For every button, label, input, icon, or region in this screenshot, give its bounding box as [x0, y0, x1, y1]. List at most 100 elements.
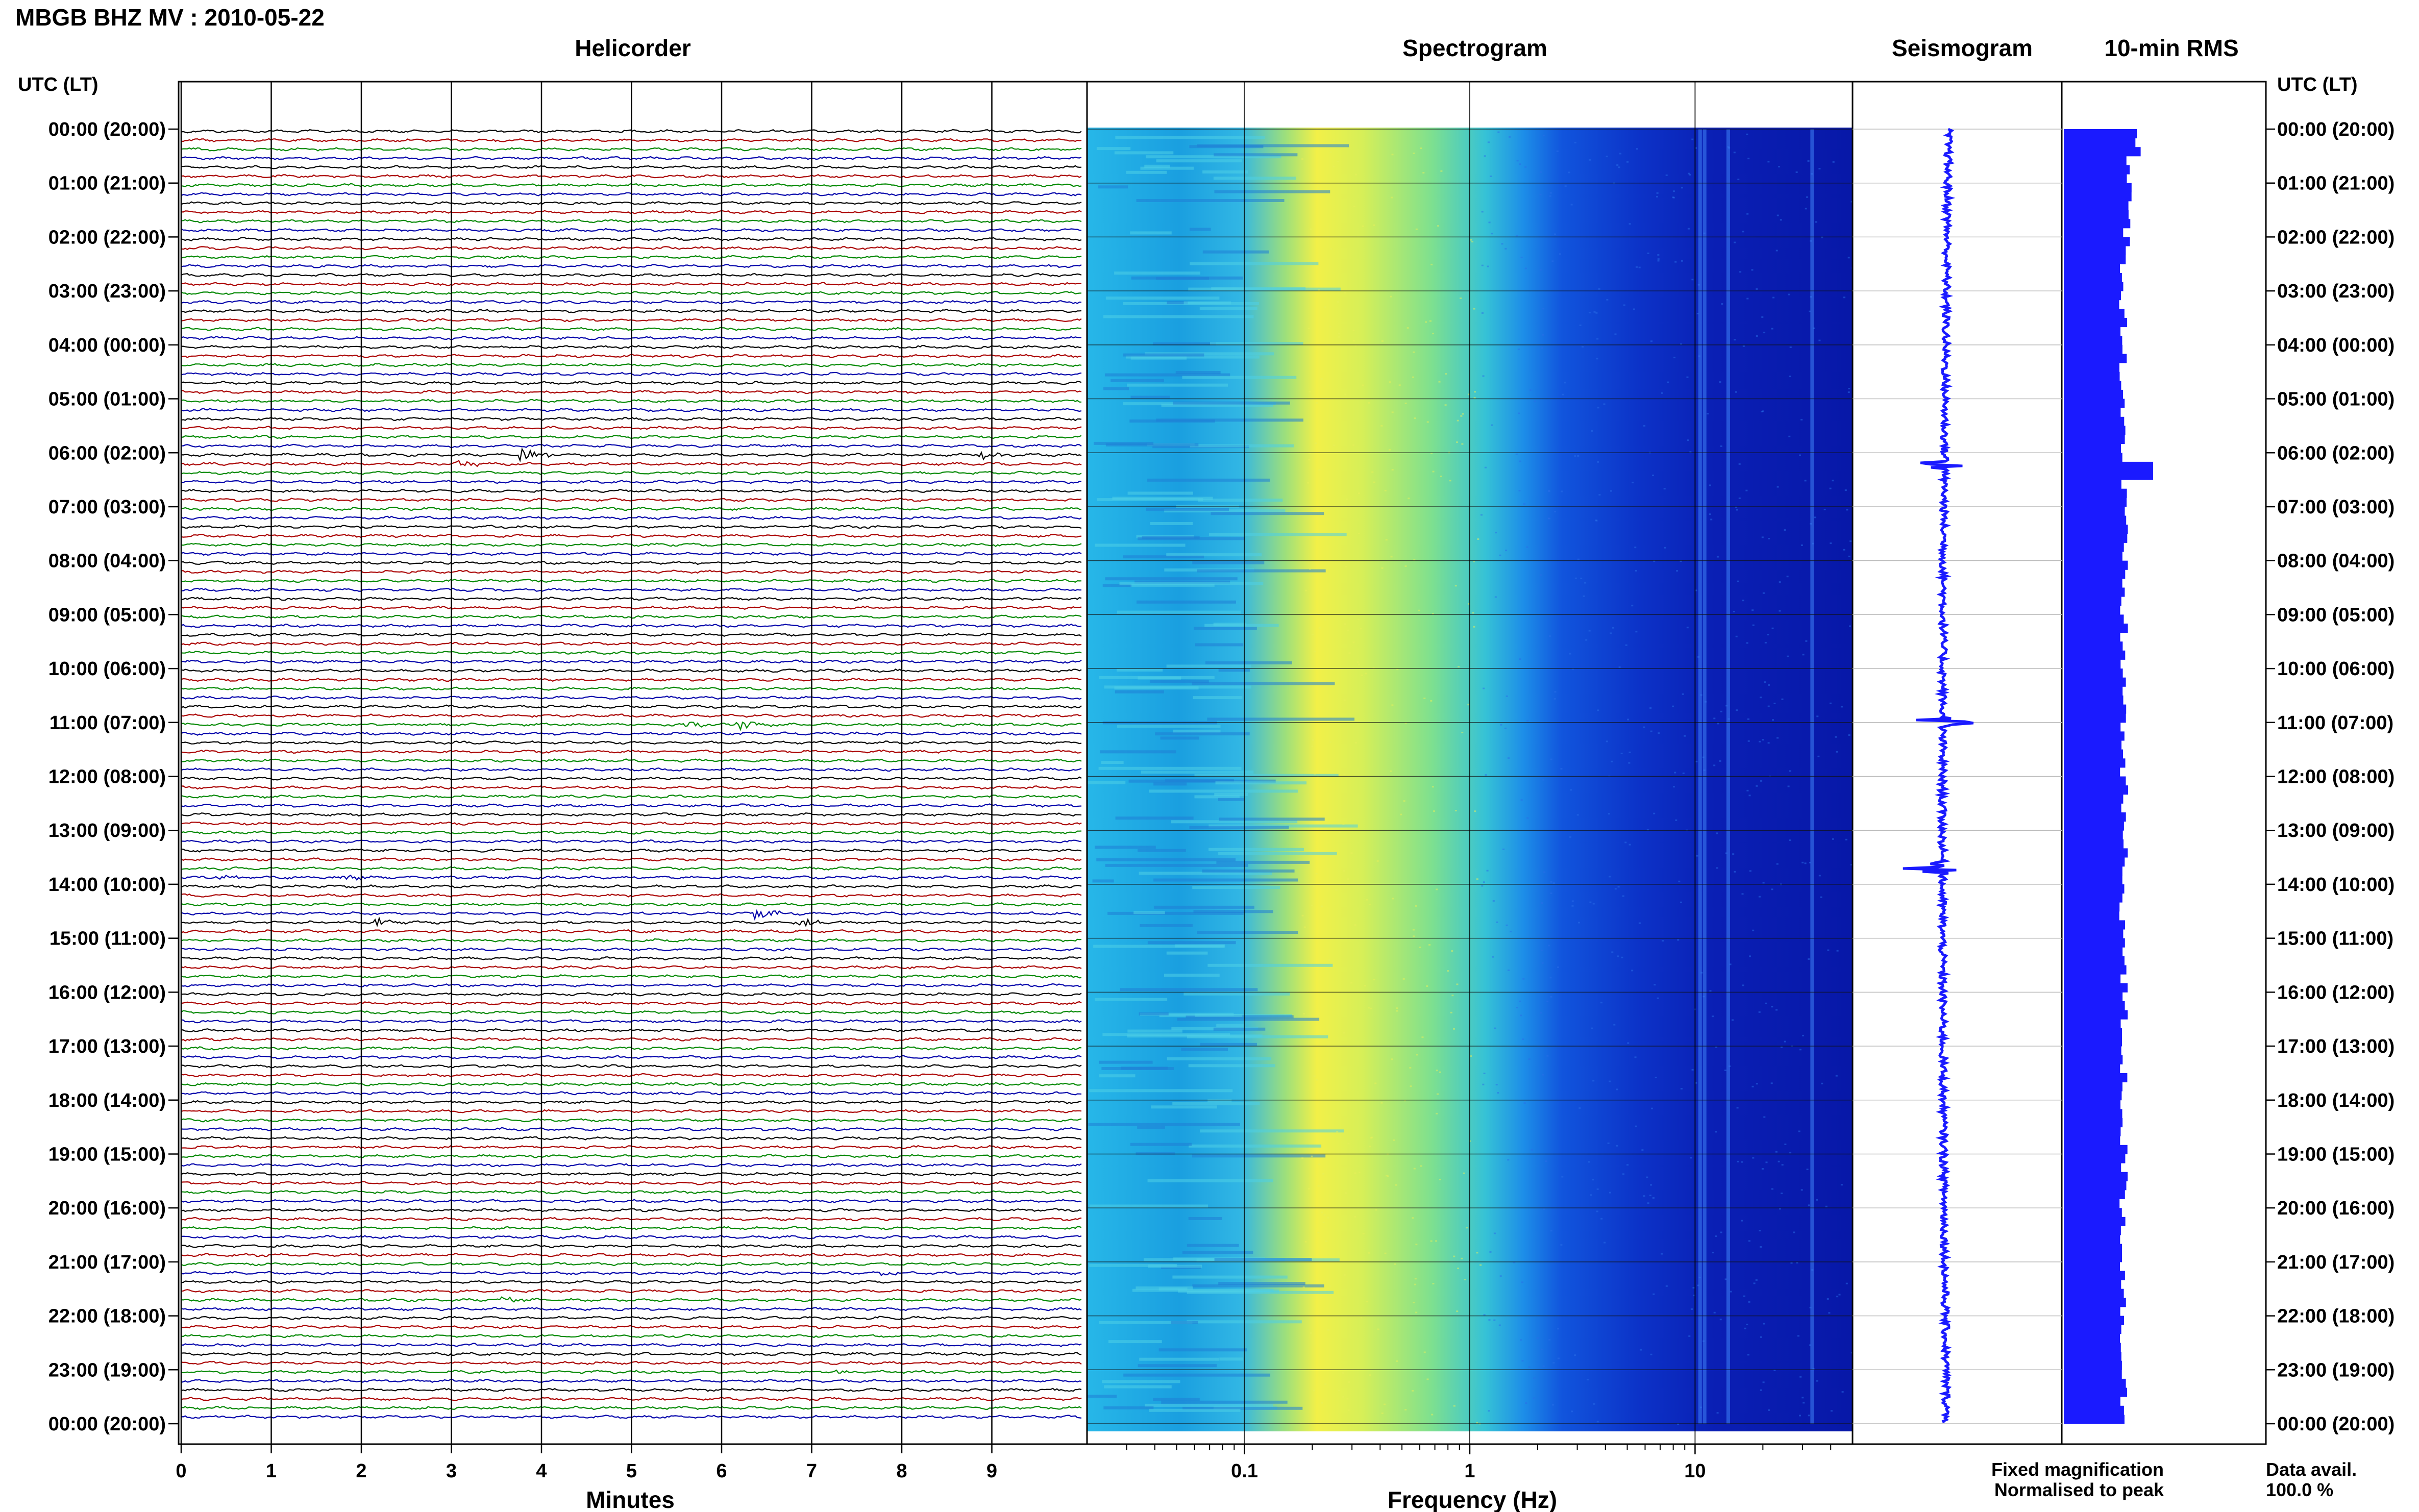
spectrogram-speckle — [1307, 1188, 1310, 1190]
spectrogram-speckle — [1778, 1160, 1780, 1162]
spectrogram-speckle — [1329, 741, 1332, 743]
spectrogram-speckle — [1431, 786, 1434, 788]
spectrogram-speckle — [1590, 1194, 1592, 1196]
spectrogram-cell — [1219, 1357, 1243, 1361]
spectrogram-speckle — [1570, 789, 1572, 791]
spectrogram-speckle — [1390, 770, 1392, 772]
spectrogram-speckle — [1549, 977, 1552, 979]
seismogram-title: Seismogram — [1892, 35, 2033, 61]
spectrogram-speckle — [1318, 469, 1321, 470]
spectrogram-speckle — [1301, 1157, 1304, 1159]
spectrogram-speckle — [1845, 1282, 1848, 1284]
spectrogram-speckle — [1690, 1308, 1693, 1310]
spectrogram-speckle — [1574, 577, 1577, 579]
spectrogram-cell — [1099, 1321, 1193, 1324]
spectrogram-cell — [1202, 869, 1295, 873]
spectrogram-cell — [1194, 795, 1240, 799]
spectrogram-speckle — [1596, 1210, 1598, 1212]
spectrogram-speckle — [1350, 852, 1353, 854]
spectrogram-speckle — [1732, 853, 1735, 855]
spectrogram-speckle — [1765, 1161, 1768, 1163]
spectrogram-speckle — [1317, 1231, 1320, 1233]
spectrogram-cell — [1167, 301, 1188, 305]
spectrogram-speckle — [1451, 995, 1454, 997]
spectrogram-speckle — [1758, 896, 1761, 898]
spectrogram-speckle — [1835, 736, 1837, 738]
spectrogram-speckle — [1546, 1055, 1549, 1057]
rms-bar — [2064, 1226, 2121, 1235]
rms-bar — [2064, 1199, 2120, 1208]
spectrogram-cell — [1146, 155, 1281, 159]
spectrogram-cell — [1167, 1057, 1272, 1060]
time-label-left: 20:00 (16:00) — [48, 1198, 166, 1219]
rms-bar — [2064, 785, 2128, 795]
spectrogram-speckle — [1413, 1168, 1416, 1170]
spectrogram-cell — [1164, 974, 1220, 977]
spectrogram-speckle — [1507, 1159, 1510, 1161]
spectrogram-cell — [1166, 553, 1262, 557]
spectrogram-speckle — [1789, 1152, 1792, 1154]
spectrogram-speckle — [1343, 1032, 1345, 1034]
spectrogram-speckle — [1356, 661, 1359, 663]
rms-bar — [2064, 272, 2122, 282]
spectrogram-speckle — [1736, 1107, 1739, 1109]
spectrogram-cell — [1149, 789, 1298, 793]
spectrogram-speckle — [1603, 1242, 1606, 1244]
spectrogram-speckle — [1449, 480, 1451, 482]
spectrogram-speckle — [1850, 201, 1853, 203]
spectrogram-speckle — [1491, 233, 1493, 235]
rms-bar — [2064, 650, 2126, 660]
time-label-left: 16:00 (12:00) — [48, 982, 166, 1003]
spectrogram-speckle — [1836, 1296, 1839, 1298]
rms-bar — [2064, 219, 2131, 229]
spectrogram-speckle — [1800, 544, 1803, 546]
rms-title: 10-min RMS — [2104, 35, 2238, 61]
spectrogram-speckle — [1499, 1275, 1502, 1277]
rms-bar — [2064, 300, 2119, 309]
spectrogram-speckle — [1342, 823, 1345, 825]
rms-bar — [2064, 327, 2120, 336]
spectrogram-speckle — [1689, 451, 1692, 453]
spectrogram-speckle — [1433, 810, 1436, 812]
spectrogram-speckle — [1541, 902, 1543, 904]
spectrogram-speckle — [1787, 655, 1789, 657]
spectrogram-speckle — [1739, 271, 1742, 273]
spectrogram-speckle — [1761, 316, 1764, 318]
spectrogram-cell — [1189, 826, 1289, 829]
spectrogram-speckle — [1461, 1257, 1463, 1259]
spectrogram-speckle — [1805, 640, 1808, 642]
spectrogram-speckle — [1390, 196, 1393, 199]
spectrogram-speckle — [1391, 411, 1394, 413]
spectrogram-speckle — [1571, 900, 1574, 902]
spectrogram-speckle — [1426, 1378, 1429, 1380]
spectrogram-speckle — [1432, 333, 1435, 335]
spectrogram-speckle — [1681, 187, 1683, 189]
rms-bar — [2064, 291, 2121, 301]
utc-label-left: UTC (LT) — [18, 74, 98, 95]
spectrogram-cell — [1114, 151, 1174, 155]
spectrogram-speckle — [1712, 1252, 1714, 1254]
spectrogram-speckle — [1541, 347, 1543, 349]
spectrogram-speckle — [1592, 1179, 1594, 1181]
spectrogram-cell — [1139, 872, 1272, 875]
spectrogram-speckle — [1494, 1027, 1496, 1029]
spectrogram-speckle — [1736, 509, 1738, 511]
spectrogram-speckle — [1657, 260, 1660, 262]
spectrogram-speckle — [1686, 376, 1689, 378]
rms-bar — [2064, 1154, 2126, 1163]
spectrogram-speckle — [1329, 151, 1332, 153]
rms-bar — [2064, 1208, 2122, 1218]
spectrogram-speckle — [1483, 687, 1485, 689]
spectrogram-speckle — [1324, 1383, 1327, 1385]
spectrogram-speckle — [1596, 1421, 1599, 1423]
spectrogram-speckle — [1762, 592, 1765, 594]
spectrogram-speckle — [1584, 582, 1587, 584]
spectrogram-speckle — [1485, 774, 1487, 776]
spectrogram-speckle — [1738, 463, 1741, 465]
spectrogram-speckle — [1626, 161, 1629, 163]
spectrogram-speckle — [1579, 325, 1582, 326]
spectrogram-speckle — [1484, 155, 1486, 157]
spectrogram-speckle — [1460, 298, 1462, 299]
spectrogram-speckle — [1772, 719, 1774, 721]
